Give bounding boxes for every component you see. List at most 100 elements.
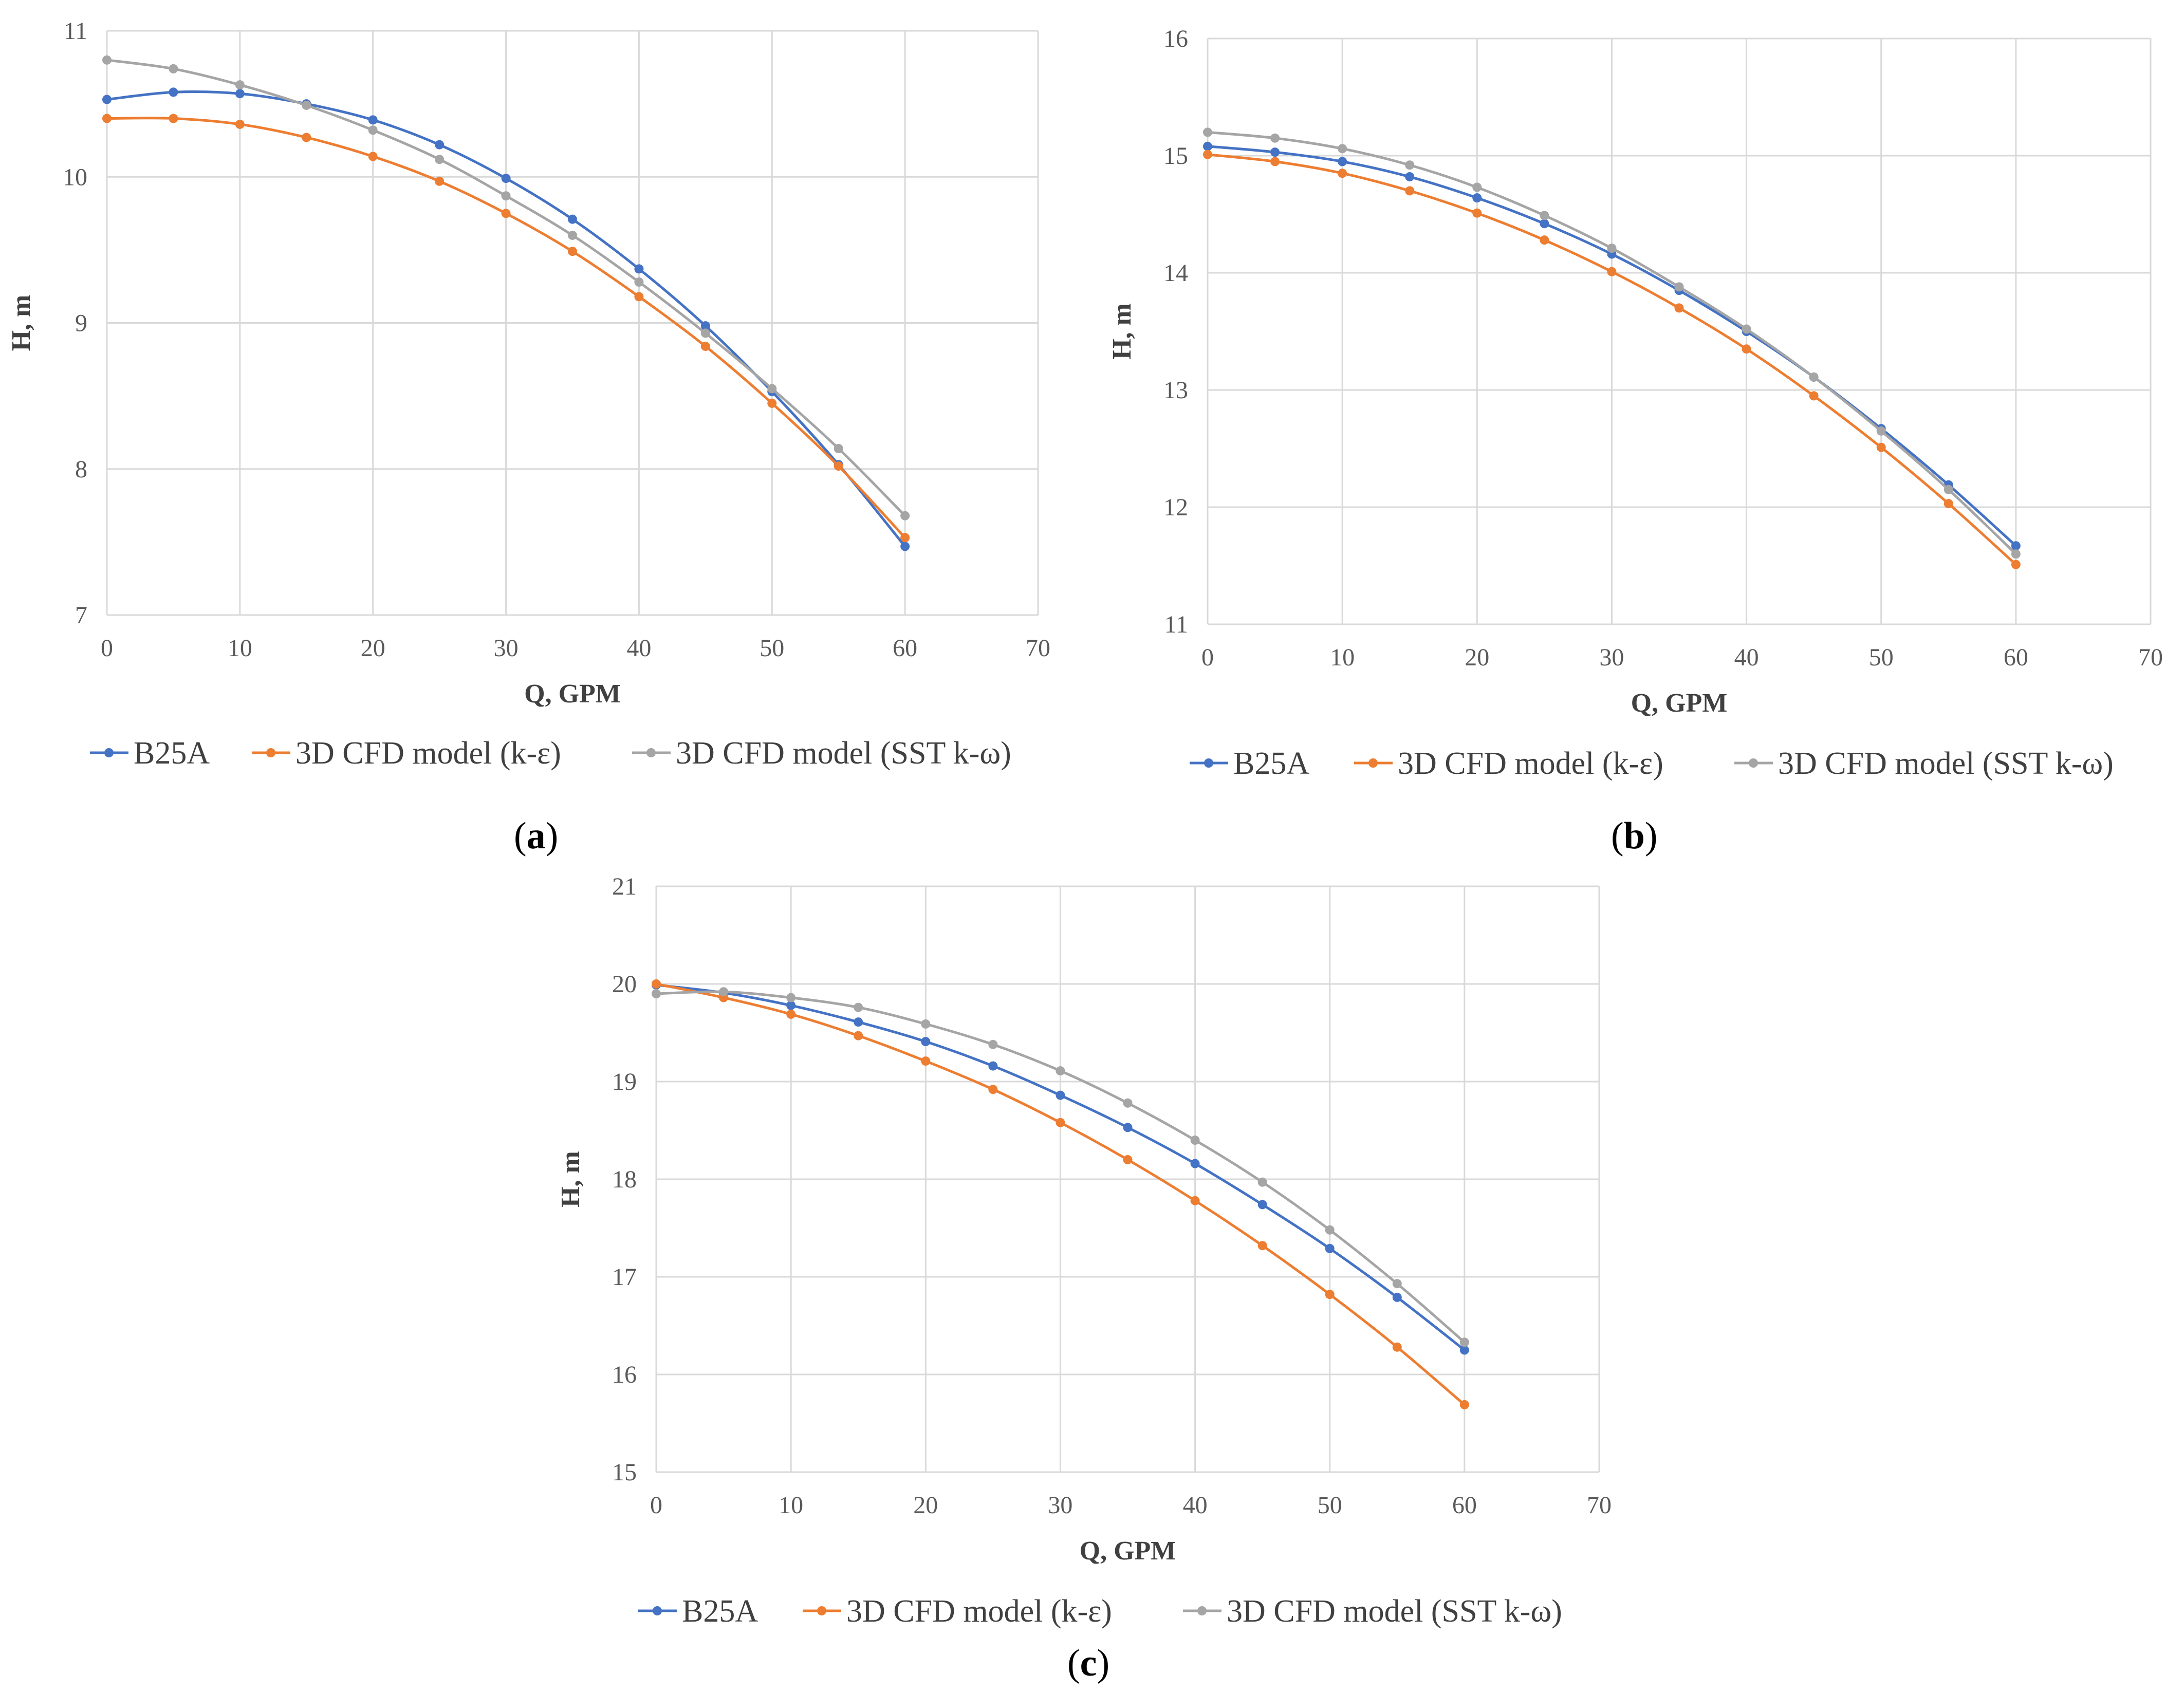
data-point	[235, 119, 245, 129]
data-point	[368, 115, 378, 125]
data-point	[700, 328, 710, 338]
legend-label: 3D CFD model (SST k-ω)	[676, 736, 1011, 771]
x-tick-label: 70	[2138, 644, 2163, 671]
data-point	[1472, 193, 1482, 203]
y-tick-label: 16	[612, 1361, 637, 1388]
data-point	[1325, 1290, 1335, 1299]
data-point	[834, 443, 843, 453]
data-point	[767, 384, 777, 394]
legend-label: B25A	[1233, 746, 1309, 781]
legend-marker	[1204, 758, 1213, 768]
data-point	[435, 155, 445, 164]
x-tick-label: 50	[1869, 644, 1894, 671]
x-tick-label: 0	[650, 1492, 662, 1519]
data-point	[988, 1039, 998, 1049]
data-point	[1472, 208, 1482, 218]
data-point	[1944, 499, 1953, 509]
legend-marker	[1749, 758, 1758, 768]
data-point	[1392, 1279, 1402, 1289]
data-point	[1674, 282, 1684, 292]
x-tick-label: 0	[1201, 644, 1214, 671]
x-tick-label: 10	[1330, 644, 1355, 671]
chart-a: 7 8 9 10 11 0 10 20 30 40 50 60 70 Q, GPM H, m B25A 3D C…	[7, 17, 1050, 771]
data-point	[767, 398, 777, 408]
data-point	[1459, 1337, 1469, 1347]
data-point	[988, 1061, 998, 1071]
caption-b: (b)	[1611, 815, 1658, 857]
data-point	[302, 133, 311, 142]
legend-marker	[1368, 758, 1378, 768]
y-tick-label: 18	[612, 1166, 637, 1193]
y-tick-label: 8	[75, 456, 87, 483]
y-axis-title: H, m	[1107, 303, 1137, 360]
legend-label: 3D CFD model (k-ε)	[295, 736, 561, 771]
data-point	[652, 979, 661, 989]
data-point	[1809, 391, 1819, 401]
data-point	[2011, 560, 2021, 569]
data-point	[1190, 1136, 1200, 1145]
y-tick-label: 12	[1163, 494, 1188, 521]
y-tick-label: 21	[612, 873, 637, 900]
data-point	[1338, 157, 1347, 166]
x-tick-label: 60	[2004, 644, 2028, 671]
data-point	[102, 55, 112, 65]
x-tick-label: 10	[228, 635, 252, 662]
data-point	[1338, 169, 1347, 178]
data-point	[1338, 144, 1347, 154]
data-point	[1325, 1225, 1335, 1235]
legend-marker	[653, 1606, 662, 1615]
data-point	[854, 1031, 863, 1040]
x-tick-label: 60	[893, 635, 917, 662]
y-tick-label: 7	[75, 602, 87, 629]
data-point	[1257, 1200, 1267, 1210]
chart-panel-b: 11 12 13 14 15 16 0 10 20 30 40 50 60 70 Q, GPM H, m B25…	[1092, 0, 2184, 857]
y-tick-label: 13	[1163, 377, 1188, 404]
data-point	[854, 1017, 863, 1027]
y-tick-label: 17	[612, 1263, 637, 1291]
x-tick-label: 40	[1734, 644, 1759, 671]
legend-marker	[266, 748, 275, 757]
data-point	[568, 247, 577, 256]
y-tick-label: 16	[1163, 25, 1188, 52]
data-point	[435, 140, 445, 150]
data-point	[786, 1009, 796, 1019]
data-point	[634, 264, 644, 274]
data-point	[1392, 1342, 1402, 1352]
x-axis-title: Q, GPM	[1080, 1536, 1176, 1566]
y-tick-label: 11	[1164, 611, 1188, 638]
data-point	[1472, 182, 1482, 192]
chart-b: 11 12 13 14 15 16 0 10 20 30 40 50 60 70 Q, GPM H, m B25…	[1107, 25, 2163, 781]
data-point	[900, 533, 910, 543]
data-point	[1392, 1292, 1402, 1302]
legend-label: 3D CFD model (k-ε)	[1398, 746, 1663, 781]
x-tick-label: 40	[1183, 1492, 1208, 1519]
x-tick-label: 50	[760, 635, 784, 662]
chart-panel-c: 15 16 17 18 19 20 21 0 10 20 30 40 50 60 70 Q, GPM H, m B…	[546, 843, 1638, 1684]
data-point	[786, 993, 796, 1002]
series-line	[106, 90, 906, 547]
y-tick-label: 10	[63, 163, 87, 191]
x-tick-label: 30	[1048, 1492, 1072, 1519]
data-point	[634, 277, 644, 287]
data-point	[501, 209, 511, 218]
data-point	[1123, 1098, 1133, 1108]
x-tick-label: 10	[779, 1492, 803, 1519]
x-tick-label: 20	[361, 635, 385, 662]
data-point	[1405, 186, 1415, 196]
data-point	[834, 461, 843, 471]
data-point	[700, 321, 710, 331]
legend-label: 3D CFD model (SST k-ω)	[1778, 746, 2114, 781]
data-point	[2011, 541, 2021, 551]
x-tick-label: 30	[494, 635, 519, 662]
x-axis-title: Q, GPM	[524, 679, 621, 709]
data-point	[1540, 219, 1549, 229]
data-point	[854, 1002, 863, 1012]
data-point	[568, 230, 577, 240]
data-point	[1203, 127, 1212, 137]
legend-marker	[1197, 1606, 1207, 1615]
data-point	[900, 511, 910, 520]
legend-label: 3D CFD model (SST k-ω)	[1227, 1594, 1562, 1629]
data-point	[1270, 157, 1280, 166]
data-point	[1809, 372, 1819, 382]
data-point	[102, 95, 112, 104]
